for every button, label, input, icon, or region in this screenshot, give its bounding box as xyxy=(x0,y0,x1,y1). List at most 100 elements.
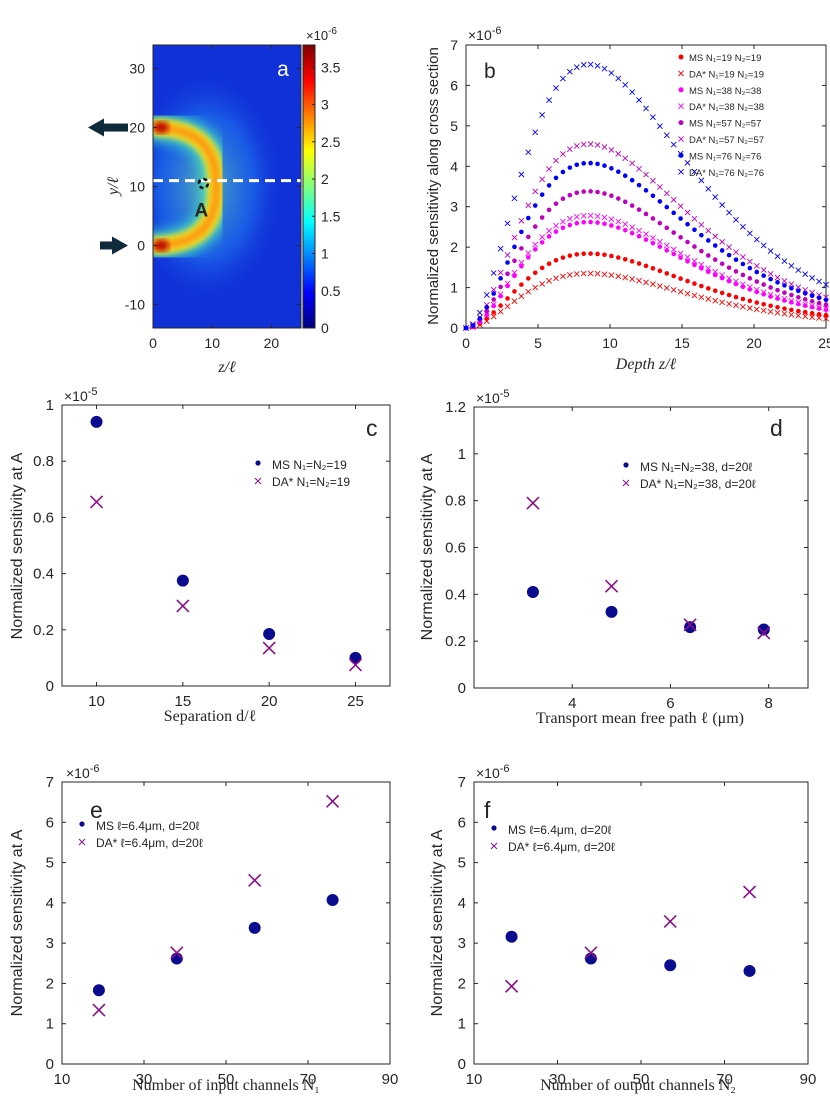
x-stroke xyxy=(746,305,753,312)
data-point-x xyxy=(566,272,573,278)
data-point-x xyxy=(546,166,552,172)
x-stroke xyxy=(622,81,629,88)
data-point-x xyxy=(663,914,677,928)
data-point-x xyxy=(497,269,504,276)
x-stroke xyxy=(774,309,781,316)
y-tick-label: 0 xyxy=(137,237,145,253)
x-stroke xyxy=(518,259,525,266)
legend-marker-x xyxy=(678,70,684,77)
x-tick-label: 20 xyxy=(746,335,762,351)
data-point-dot xyxy=(519,263,524,269)
data-point-dot xyxy=(553,175,559,181)
data-point-dot xyxy=(671,230,676,235)
data-point-dot xyxy=(588,219,593,225)
data-point-dot xyxy=(526,255,531,260)
x-tick-label: 10 xyxy=(204,335,220,351)
data-point-dot xyxy=(712,257,718,262)
legend-marker-dot xyxy=(623,462,629,468)
x-stroke xyxy=(767,291,774,298)
data-point-dot xyxy=(629,230,635,236)
x-stroke xyxy=(497,291,504,298)
x-stroke xyxy=(698,221,705,228)
x-stroke xyxy=(497,269,504,276)
x-stroke xyxy=(712,297,719,304)
legend-marker-dot xyxy=(678,152,684,158)
data-point-dot xyxy=(733,257,739,262)
data-point-x xyxy=(580,61,587,68)
x-stroke xyxy=(802,287,809,293)
data-point-dot xyxy=(519,229,524,235)
x-stroke xyxy=(757,626,771,640)
data-point-dot xyxy=(782,283,787,288)
x-stroke xyxy=(526,496,540,510)
data-point-dot xyxy=(754,279,760,284)
data-point-dot xyxy=(484,308,490,314)
data-point-x xyxy=(615,150,622,157)
x-stroke xyxy=(767,248,774,254)
data-point-x xyxy=(92,1003,106,1017)
x-stroke xyxy=(601,214,608,221)
colorbar-tick-label: 0.5 xyxy=(321,283,341,299)
series-ms xyxy=(526,585,770,636)
data-point-dot xyxy=(664,204,670,210)
x-stroke xyxy=(629,224,636,231)
data-point-x xyxy=(746,258,753,265)
x-stroke xyxy=(636,97,642,103)
data-point-x xyxy=(753,262,760,269)
x-stroke xyxy=(733,278,739,285)
data-point-dot xyxy=(684,621,697,634)
data-point-dot xyxy=(560,196,566,202)
data-point-dot xyxy=(706,286,711,291)
data-point-x xyxy=(684,254,691,261)
data-point-x xyxy=(760,242,767,249)
data-point-dot xyxy=(616,255,621,260)
data-point-x xyxy=(726,275,732,282)
x-stroke xyxy=(719,238,726,245)
x-tick-label: 20 xyxy=(261,693,278,710)
x-stroke xyxy=(490,286,497,293)
x-stroke xyxy=(742,885,757,899)
data-point-x xyxy=(802,313,809,320)
data-point-dot xyxy=(643,211,649,217)
x-stroke xyxy=(532,188,539,195)
x-stroke xyxy=(740,281,746,288)
x-tick-label: 50 xyxy=(633,1071,650,1088)
data-point-x xyxy=(677,288,684,295)
y-tick-label: 1 xyxy=(458,1016,466,1033)
x-stroke xyxy=(594,270,601,277)
x-axis-label: Transport mean free path ℓ (μm) xyxy=(536,710,744,727)
axis-exponent: ×10-6 xyxy=(468,25,502,43)
data-point-dot xyxy=(602,252,607,258)
data-point-dot xyxy=(636,261,642,266)
data-point-dot xyxy=(263,628,276,641)
y-tick-label: 6 xyxy=(458,814,466,831)
data-point-dot xyxy=(685,239,690,245)
data-point-dot xyxy=(484,316,490,321)
data-point-x xyxy=(636,97,642,103)
data-point-x xyxy=(511,195,518,202)
x-stroke xyxy=(774,293,781,300)
x-stroke xyxy=(546,227,552,234)
legend-marker-x xyxy=(678,136,684,142)
data-point-dot xyxy=(560,225,566,231)
x-stroke xyxy=(525,288,532,295)
x-stroke xyxy=(594,142,601,148)
x-stroke xyxy=(615,218,622,225)
x-stroke xyxy=(683,618,697,632)
data-point-x xyxy=(719,272,726,279)
x-stroke xyxy=(504,280,511,287)
x-stroke xyxy=(795,267,802,274)
data-point-dot xyxy=(539,192,545,197)
panel-label: e xyxy=(90,797,103,823)
data-point-x xyxy=(636,165,642,172)
data-point-x xyxy=(490,301,497,308)
data-point-x xyxy=(518,171,525,178)
panel-b-chart: 0 5 10 15 20 25 0 1 2 3 4 5 6 7 ×10-6 b Depth z/ℓ Normali… xyxy=(425,25,830,373)
data-point-x xyxy=(650,281,656,288)
data-point-x xyxy=(526,496,540,510)
x-tick-label: 10 xyxy=(88,693,105,710)
x-stroke xyxy=(684,159,691,166)
y-tick-label: 1.2 xyxy=(445,399,466,416)
data-point-x xyxy=(663,242,670,249)
data-point-dot xyxy=(664,271,670,276)
